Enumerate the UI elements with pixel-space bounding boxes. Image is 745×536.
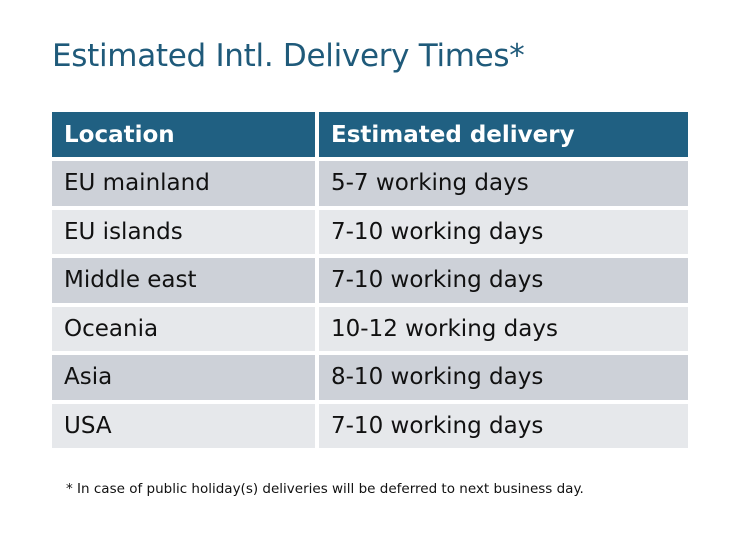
location-cell: EU islands xyxy=(52,209,315,254)
column-header-location: Location xyxy=(52,112,315,157)
location-cell: Oceania xyxy=(52,306,315,351)
table-row: EU islands 7-10 working days xyxy=(52,209,688,254)
delivery-cell: 7-10 working days xyxy=(319,209,688,254)
location-cell: Middle east xyxy=(52,258,315,303)
delivery-cell: 7-10 working days xyxy=(319,258,688,303)
footnote: * In case of public holiday(s) deliverie… xyxy=(66,481,584,497)
table-row: Oceania 10-12 working days xyxy=(52,306,688,351)
delivery-cell: 7-10 working days xyxy=(319,403,688,448)
page-title: Estimated Intl. Delivery Times* xyxy=(52,38,525,74)
delivery-cell: 5-7 working days xyxy=(319,161,688,206)
table-row: Middle east 7-10 working days xyxy=(52,258,688,303)
location-cell: Asia xyxy=(52,355,315,400)
table-header-row: Location Estimated delivery xyxy=(52,112,688,157)
table-row: USA 7-10 working days xyxy=(52,403,688,448)
table-row: Asia 8-10 working days xyxy=(52,355,688,400)
delivery-cell: 8-10 working days xyxy=(319,355,688,400)
column-header-estimated-delivery: Estimated delivery xyxy=(319,112,688,157)
location-cell: EU mainland xyxy=(52,161,315,206)
delivery-cell: 10-12 working days xyxy=(319,306,688,351)
location-cell: USA xyxy=(52,403,315,448)
table-row: EU mainland 5-7 working days xyxy=(52,161,688,206)
delivery-table: Location Estimated delivery EU mainland 5… xyxy=(48,108,692,452)
